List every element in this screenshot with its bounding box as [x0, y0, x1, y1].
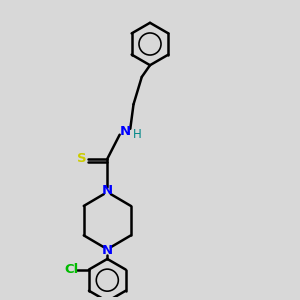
Text: H: H — [133, 128, 142, 141]
Text: N: N — [102, 184, 113, 197]
Text: N: N — [102, 244, 113, 257]
Text: N: N — [119, 125, 130, 138]
Text: Cl: Cl — [64, 263, 78, 276]
Text: S: S — [77, 152, 86, 165]
